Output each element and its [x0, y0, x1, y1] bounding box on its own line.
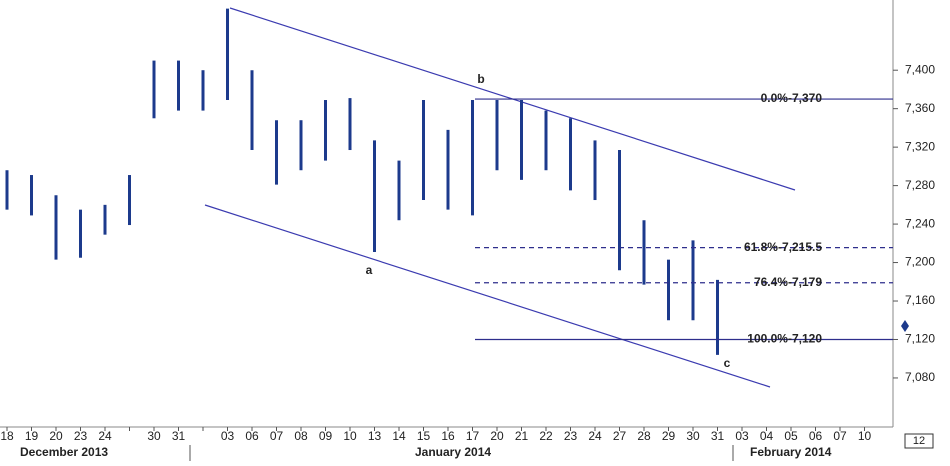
x-tick-label: 03: [221, 429, 235, 443]
x-tick-label: 23: [564, 429, 578, 443]
y-tick-label: 7,320: [905, 139, 935, 153]
wave-label: a: [366, 263, 373, 277]
y-tick-label: 7,160: [905, 293, 935, 307]
x-tick-label: 10: [858, 429, 872, 443]
y-tick-label: 7,080: [905, 370, 935, 384]
x-tick-label: 13: [368, 429, 382, 443]
x-tick-label: 27: [613, 429, 627, 443]
wave-label: c: [724, 356, 731, 370]
y-tick-label: 7,360: [905, 101, 935, 115]
price-marker: [901, 320, 909, 332]
x-tick-label: 05: [784, 429, 798, 443]
x-tick-label: 30: [147, 429, 161, 443]
y-tick-label: 7,200: [905, 255, 935, 269]
x-tick-label: 22: [539, 429, 553, 443]
x-tick-label: 06: [809, 429, 823, 443]
fib-label: 0.0%-7,370: [761, 91, 823, 105]
x-tick-label: 06: [245, 429, 259, 443]
month-label: December 2013: [20, 445, 108, 459]
corner-label: 12: [913, 435, 925, 447]
corner-box: [904, 433, 934, 449]
fib-label: 100.0%-7,120: [747, 332, 822, 346]
x-tick-label: 20: [490, 429, 504, 443]
y-tick-label: 7,400: [905, 62, 935, 76]
x-tick-label: 29: [662, 429, 676, 443]
y-tick-label: 7,120: [905, 332, 935, 346]
fib-label: 61.8%-7,215.5: [744, 240, 822, 254]
x-tick-label: 03: [735, 429, 749, 443]
x-tick-label: 16: [441, 429, 455, 443]
channel-lower: [204, 204, 771, 388]
x-tick-label: 23: [74, 429, 88, 443]
wave-label: b: [477, 72, 484, 86]
month-label: February 2014: [750, 445, 832, 459]
x-tick-label: 14: [392, 429, 406, 443]
x-tick-label: 24: [98, 429, 112, 443]
x-tick-label: 15: [417, 429, 431, 443]
x-tick-label: 09: [319, 429, 333, 443]
y-tick-label: 7,240: [905, 216, 935, 230]
y-tick-label: 7,280: [905, 178, 935, 192]
month-label: January 2014: [415, 445, 491, 459]
x-tick-label: 30: [686, 429, 700, 443]
x-tick-label: 08: [294, 429, 308, 443]
x-tick-label: 07: [270, 429, 284, 443]
x-tick-label: 10: [343, 429, 357, 443]
x-tick-label: 18: [0, 429, 14, 443]
fib-label: 76.4%-7,179: [754, 275, 822, 289]
x-tick-label: 19: [25, 429, 39, 443]
x-tick-label: 17: [466, 429, 480, 443]
x-tick-label: 07: [833, 429, 847, 443]
x-tick-label: 21: [515, 429, 529, 443]
x-tick-label: 28: [637, 429, 651, 443]
x-tick-label: 04: [760, 429, 774, 443]
x-tick-label: 31: [172, 429, 186, 443]
x-tick-label: 20: [49, 429, 63, 443]
x-tick-label: 24: [588, 429, 602, 443]
x-tick-label: 31: [711, 429, 725, 443]
